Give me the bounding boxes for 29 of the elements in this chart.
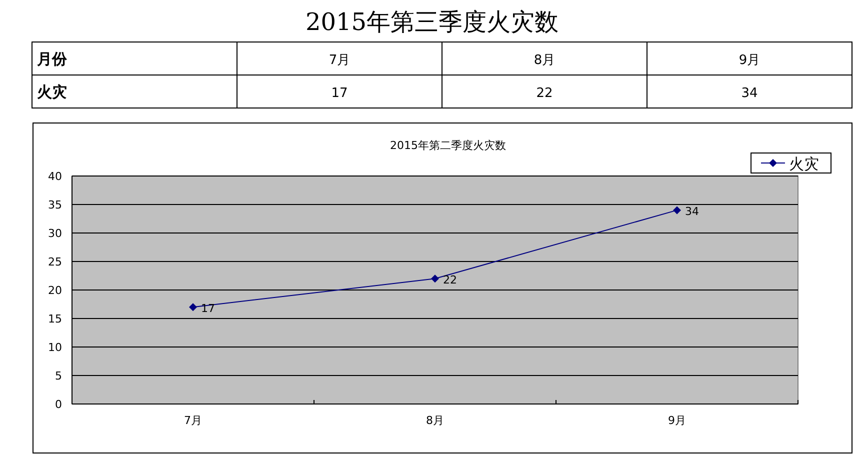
y-tick-label: 40 bbox=[48, 170, 62, 183]
data-label: 17 bbox=[201, 302, 215, 316]
data-label: 22 bbox=[443, 274, 457, 287]
point bbox=[431, 274, 439, 283]
y-tick-label: 0 bbox=[55, 398, 62, 411]
x-tick-label: 8月 bbox=[426, 414, 444, 427]
y-tick-label: 5 bbox=[55, 370, 62, 382]
x-tick-label: 9月 bbox=[668, 414, 686, 427]
text: 月份 bbox=[36, 50, 68, 68]
legend-label: 火灾 bbox=[789, 155, 819, 173]
text: 2015年第三季度火灾数 bbox=[305, 8, 559, 36]
text: 17 bbox=[331, 86, 348, 101]
y-tick-label: 20 bbox=[48, 284, 62, 297]
x-tick-label: 7月 bbox=[184, 414, 202, 427]
y-tick-label: 25 bbox=[48, 256, 62, 268]
y-tick-label: 35 bbox=[48, 198, 62, 212]
chart-title: 2015年第二季度火灾数 bbox=[390, 139, 506, 152]
point bbox=[189, 303, 197, 312]
text: 34 bbox=[741, 86, 758, 101]
text: 9月 bbox=[738, 53, 760, 68]
point bbox=[673, 206, 681, 214]
text: 7月 bbox=[328, 53, 350, 68]
text: 火灾 bbox=[37, 83, 67, 101]
data-label: 34 bbox=[685, 205, 699, 218]
y-tick-label: 15 bbox=[48, 312, 62, 326]
text: 22 bbox=[536, 86, 553, 101]
text: 8月 bbox=[534, 53, 556, 68]
y-tick-label: 10 bbox=[48, 341, 62, 354]
y-tick-label: 30 bbox=[48, 227, 62, 240]
